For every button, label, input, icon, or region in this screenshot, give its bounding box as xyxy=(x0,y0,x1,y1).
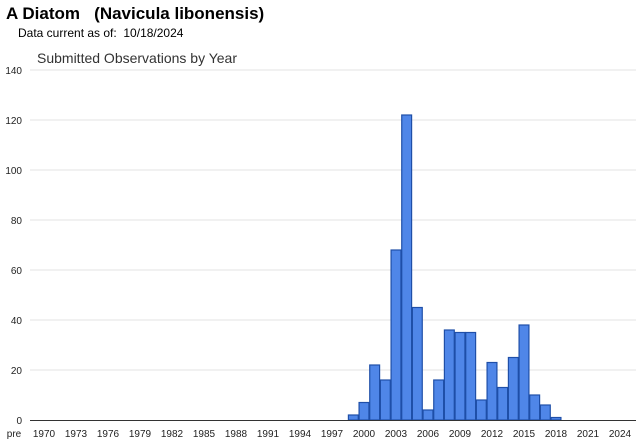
x-tick-label: 2021 xyxy=(577,429,600,440)
x-tick-label: pre xyxy=(7,429,22,440)
x-tick-label: 2000 xyxy=(353,429,376,440)
x-tick-label: 1997 xyxy=(321,429,344,440)
bar-2001 xyxy=(369,364,381,421)
bar-2017 xyxy=(539,404,551,421)
gridlines xyxy=(30,69,636,371)
bar-1999 xyxy=(347,414,359,421)
x-tick-label: 1991 xyxy=(257,429,280,440)
x-tick-label: 1994 xyxy=(289,429,312,440)
chart-title: Submitted Observations by Year xyxy=(37,50,237,66)
bar-2013 xyxy=(497,386,509,421)
x-tick-label: 1976 xyxy=(97,429,120,440)
x-tick-label: 2009 xyxy=(449,429,472,440)
page-title: A Diatom (Navicula libonensis) xyxy=(6,4,265,23)
bar-2003 xyxy=(390,249,402,421)
bar-2009 xyxy=(454,331,466,421)
bar-2015 xyxy=(518,324,530,421)
bar-2000 xyxy=(358,401,370,421)
bar-2002 xyxy=(379,379,391,421)
x-tick-label: 2024 xyxy=(609,429,632,440)
bar-2006 xyxy=(422,409,434,421)
y-tick-label: 120 xyxy=(5,116,22,127)
y-tick-label: 140 xyxy=(5,66,22,77)
y-tick-label: 20 xyxy=(11,366,23,377)
bar-2004 xyxy=(401,114,413,421)
bar-2014 xyxy=(507,356,519,421)
bar-2010 xyxy=(465,331,477,421)
x-tick-label: 2015 xyxy=(513,429,536,440)
y-tick-label: 60 xyxy=(11,266,23,277)
bars xyxy=(347,114,562,421)
y-tick-label: 80 xyxy=(11,216,23,227)
x-tick-label: 2003 xyxy=(385,429,408,440)
x-tick-label: 2018 xyxy=(545,429,568,440)
bar-2016 xyxy=(529,394,541,421)
x-tick-label: 2006 xyxy=(417,429,440,440)
y-tick-label: 100 xyxy=(5,166,22,177)
y-tick-label: 40 xyxy=(11,316,23,327)
x-tick-label: 1988 xyxy=(225,429,248,440)
bar-2012 xyxy=(486,361,498,421)
y-tick-labels: 0 20 40 60 80 100 120 140 xyxy=(5,66,22,427)
x-tick-label: 1985 xyxy=(193,429,216,440)
x-tick-label: 1973 xyxy=(65,429,88,440)
x-tick-labels: pre 1970 1973 1976 1979 1982 1985 1988 1991 1994 1… xyxy=(7,429,632,440)
bar-2018 xyxy=(550,416,562,421)
x-tick-label: 1979 xyxy=(129,429,152,440)
x-tick-label: 1982 xyxy=(161,429,184,440)
data-current-label: Data current as of: 10/18/2024 xyxy=(18,26,184,40)
y-tick-label: 0 xyxy=(16,416,22,427)
bar-2007 xyxy=(433,379,445,421)
bar-2008 xyxy=(443,329,455,421)
bar-2005 xyxy=(411,306,423,421)
x-tick-label: 1970 xyxy=(33,429,56,440)
x-tick-label: 2012 xyxy=(481,429,504,440)
bar-2011 xyxy=(475,399,487,421)
